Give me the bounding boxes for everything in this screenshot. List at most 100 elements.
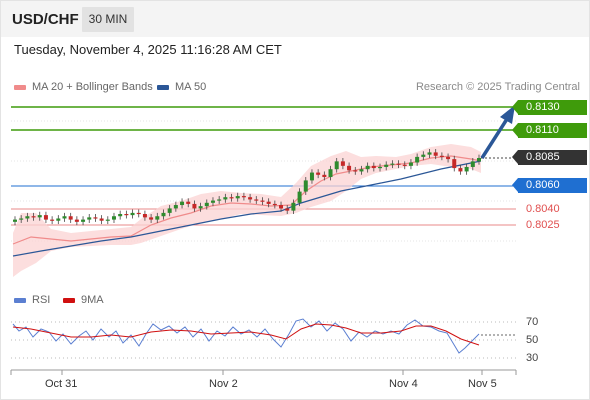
candle-body <box>142 214 147 218</box>
price-tag-pivot: 0.8060 <box>512 178 587 193</box>
candle-body <box>204 202 209 207</box>
candle-body <box>452 159 457 169</box>
candle-body <box>93 217 98 219</box>
candle-body <box>43 215 48 220</box>
candle-body <box>353 170 358 172</box>
candle-body <box>285 208 290 211</box>
candle-body <box>68 216 73 220</box>
rsi-line <box>12 318 480 354</box>
candle-body <box>87 217 92 220</box>
candle-body <box>470 161 475 167</box>
candle-body <box>297 191 302 203</box>
price-tag-r1: 0.8110 <box>512 123 587 138</box>
price-label-s1: 0.8040 <box>526 203 560 215</box>
candle-body <box>149 217 154 220</box>
candle-body <box>25 216 30 219</box>
candle-body <box>279 205 284 209</box>
rsi-level-50: 50 <box>526 334 539 346</box>
candle-body <box>322 174 327 178</box>
bollinger-band <box>13 144 481 277</box>
ma50-label: MA 50 <box>175 81 207 93</box>
candle-body <box>439 155 444 157</box>
candle-body <box>50 219 55 221</box>
candle-body <box>316 172 321 175</box>
candle-body <box>111 216 116 220</box>
candle-body <box>347 165 352 171</box>
candle-body <box>254 199 259 201</box>
credit-text: Research © 2025 Trading Central <box>415 81 580 93</box>
candle-body <box>118 214 123 217</box>
rsi-legend-label: RSI <box>32 294 51 306</box>
candle-body <box>229 197 234 199</box>
candles <box>13 149 481 226</box>
candle-body <box>235 196 240 199</box>
candle-body <box>458 168 463 172</box>
candle-body <box>340 161 345 166</box>
rsi-grid <box>11 321 516 359</box>
x-label-oct31: Oct 31 <box>45 378 78 390</box>
ma50-swatch <box>157 84 169 90</box>
candle-body <box>223 197 228 200</box>
candle-body <box>81 219 86 222</box>
ma20-line <box>12 155 482 245</box>
candle-body <box>180 201 185 206</box>
candle-body <box>433 152 438 156</box>
legend-rsi: RSI <box>14 294 50 306</box>
candle-body <box>173 205 178 209</box>
candle-body <box>161 212 166 217</box>
timeframe-button[interactable]: 30 MIN <box>82 7 134 32</box>
candle-body <box>390 163 395 165</box>
main-grid <box>11 120 516 242</box>
price-tag-current: 0.8085 <box>512 150 587 165</box>
candle-body <box>371 165 376 169</box>
rsi-level-70: 70 <box>526 316 539 328</box>
candle-body <box>328 169 333 178</box>
candle-body <box>37 215 42 218</box>
candle-body <box>365 165 370 170</box>
candle-body <box>56 218 61 221</box>
candle-body <box>272 203 277 206</box>
candle-body <box>19 218 24 220</box>
candle-body <box>186 201 191 204</box>
x-label-nov5: Nov 5 <box>468 378 497 390</box>
ma9-legend-label: 9MA <box>81 294 104 306</box>
candle-body <box>266 201 271 204</box>
ma20-label: MA 20 + Bollinger Bands <box>32 81 153 93</box>
candle-body <box>136 212 141 215</box>
candle-body <box>74 219 79 222</box>
price-label-s2: 0.8025 <box>526 219 560 231</box>
candle-body <box>99 218 104 221</box>
candle-body <box>124 214 129 216</box>
candle-body <box>421 154 426 157</box>
candle-body <box>291 202 296 211</box>
candle-body <box>13 219 17 222</box>
ma9-line <box>12 323 480 346</box>
legend-ma9: 9MA <box>63 294 104 306</box>
candle-body <box>303 180 308 192</box>
candle-body <box>105 219 110 221</box>
candle-body <box>241 196 246 198</box>
header-bar: USD/CHF 30 MIN <box>1 1 589 37</box>
x-label-nov2: Nov 2 <box>209 378 238 390</box>
legend-ma50: MA 50 <box>157 81 206 93</box>
price-tag-r2: 0.8130 <box>512 100 587 115</box>
candle-body <box>260 200 265 202</box>
candle-body <box>155 216 160 220</box>
candle-body <box>464 166 469 172</box>
candle-body <box>217 199 222 201</box>
candle-body <box>309 172 314 181</box>
candle-body <box>396 163 401 165</box>
candle-body <box>477 158 481 162</box>
x-ticks <box>10 370 517 375</box>
rsi-level-30: 30 <box>526 352 539 364</box>
forecast-arrow <box>480 105 515 159</box>
candle-body <box>192 203 197 209</box>
ma9-swatch <box>63 297 75 303</box>
candle-body <box>384 164 389 167</box>
candle-body <box>248 197 253 200</box>
candle-body <box>210 200 215 203</box>
candle-body <box>31 216 36 218</box>
rsi-swatch <box>14 297 26 303</box>
